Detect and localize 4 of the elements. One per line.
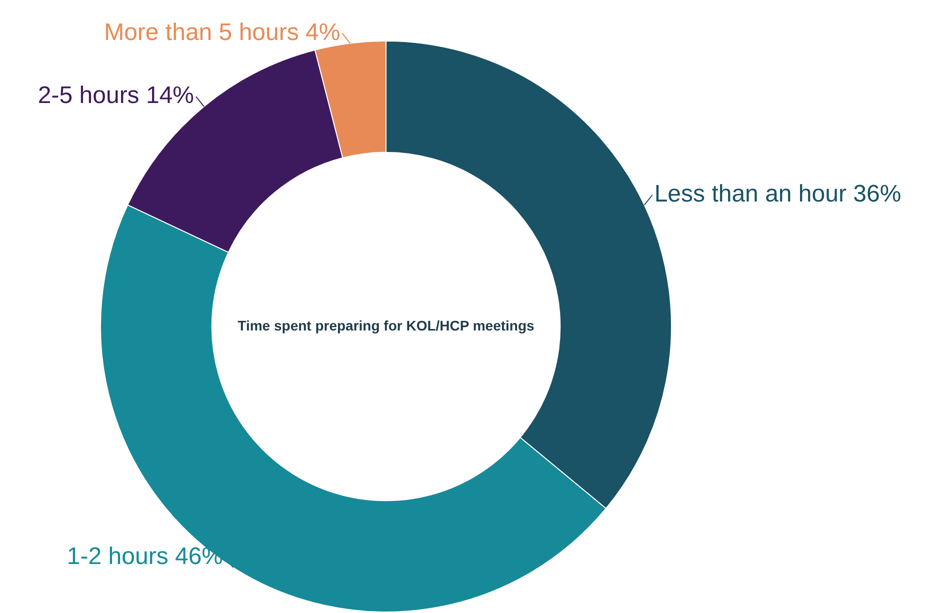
slice-label: 2-5 hours 14% [38, 82, 194, 110]
slice-label: More than 5 hours 4% [104, 18, 340, 46]
slice-label: Less than an hour 36% [654, 180, 902, 208]
text: Time spent preparing for KOL/HCP meetings [238, 317, 535, 334]
